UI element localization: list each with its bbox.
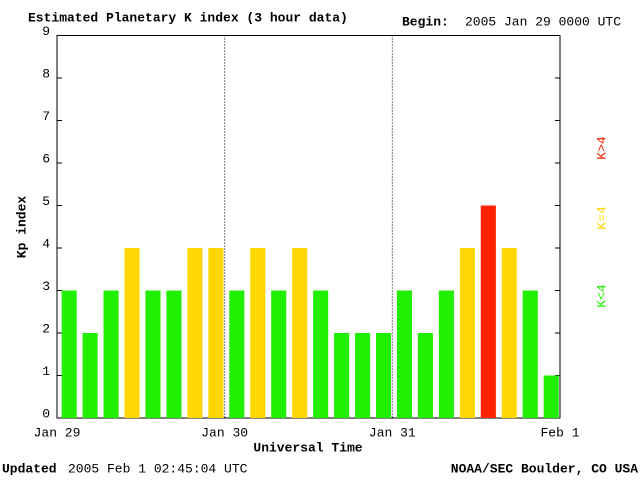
legend-entry: K=4: [594, 206, 609, 230]
bar: [145, 290, 161, 418]
updated-time: 2005 Feb 1 02:45:04 UTC: [68, 461, 248, 476]
bar: [543, 375, 559, 418]
x-tick-label: Jan 31: [369, 425, 416, 440]
bar: [522, 290, 538, 418]
y-tick-label: 1: [42, 364, 50, 379]
bar: [250, 248, 266, 418]
x-tick-label: Jan 29: [34, 425, 81, 440]
legend-entry: K<4: [594, 284, 609, 308]
source: NOAA/SEC Boulder, CO USA: [451, 461, 638, 476]
y-tick-label: 8: [42, 66, 50, 81]
bar: [375, 333, 392, 418]
y-tick-label: 6: [42, 151, 50, 166]
bar: [417, 333, 433, 418]
bar: [271, 290, 287, 418]
bar: [501, 248, 517, 418]
bar: [396, 290, 413, 418]
updated-label: Updated: [2, 461, 57, 476]
plot-frame: [56, 35, 561, 419]
begin-label: Begin:: [402, 14, 449, 29]
y-tick-label: 7: [42, 109, 50, 124]
y-tick-label: 9: [42, 24, 50, 39]
bar: [334, 333, 350, 418]
bar: [229, 290, 245, 418]
begin-time: 2005 Jan 29 0000 UTC: [465, 14, 621, 29]
x-tick-label: Feb 1: [540, 425, 579, 440]
x-axis-label: Universal Time: [253, 440, 362, 455]
y-tick-label: 5: [42, 194, 50, 209]
bar: [459, 248, 475, 418]
bar: [166, 290, 182, 418]
bar: [355, 333, 371, 418]
bar: [480, 205, 496, 418]
x-tick-label: Jan 30: [201, 425, 248, 440]
y-tick-label: 0: [42, 406, 50, 421]
bar: [124, 248, 140, 418]
bar: [208, 248, 224, 418]
bar: [313, 290, 329, 418]
y-tick-label: 3: [42, 279, 50, 294]
bar: [292, 248, 308, 418]
chart-title: Estimated Planetary K index (3 hour data…: [28, 10, 348, 25]
y-tick-label: 4: [42, 236, 50, 251]
legend-entry: K>4: [594, 136, 609, 160]
y-axis-label: Kp index: [14, 196, 29, 259]
bar: [61, 290, 77, 418]
bar: [82, 333, 98, 418]
bar: [187, 248, 203, 418]
y-tick-label: 2: [42, 321, 50, 336]
bar: [103, 290, 119, 418]
bar: [438, 290, 454, 418]
